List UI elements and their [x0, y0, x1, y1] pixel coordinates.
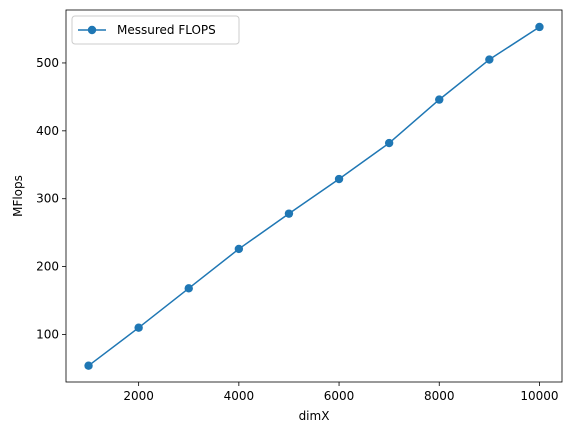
legend-marker-swatch	[87, 25, 97, 35]
series-layer	[84, 22, 544, 370]
y-tick-label: 400	[36, 124, 59, 138]
y-tick-label: 300	[36, 192, 59, 206]
legend-label: Messured FLOPS	[117, 23, 216, 37]
data-point	[184, 284, 193, 293]
data-point	[535, 22, 544, 32]
data-point	[84, 361, 93, 370]
legend: Messured FLOPS	[71, 15, 240, 45]
x-axis-ticks: 2000 4000 6000 8000 10000	[123, 382, 559, 403]
legend-box	[71, 15, 240, 45]
y-axis-ticks: 100 200 300 400 500	[36, 56, 66, 341]
y-axis-title: MFlops	[11, 175, 25, 217]
data-point	[485, 55, 494, 64]
data-point	[435, 95, 444, 104]
y-tick-label: 500	[36, 56, 59, 70]
x-tick-label: 8000	[424, 389, 455, 403]
x-tick-label: 2000	[123, 389, 154, 403]
series-line	[88, 26, 540, 367]
data-point	[334, 174, 344, 184]
y-tick-label: 200	[36, 260, 59, 274]
data-point	[134, 323, 143, 332]
data-point	[234, 244, 244, 254]
x-tick-label: 4000	[224, 389, 255, 403]
plot-frame	[65, 9, 563, 383]
data-point	[384, 138, 394, 148]
y-tick-label: 100	[36, 327, 59, 341]
x-axis-title: dimX	[299, 409, 330, 423]
x-tick-label: 10000	[520, 389, 558, 403]
x-tick-label: 6000	[324, 389, 355, 403]
data-point	[284, 209, 294, 218]
